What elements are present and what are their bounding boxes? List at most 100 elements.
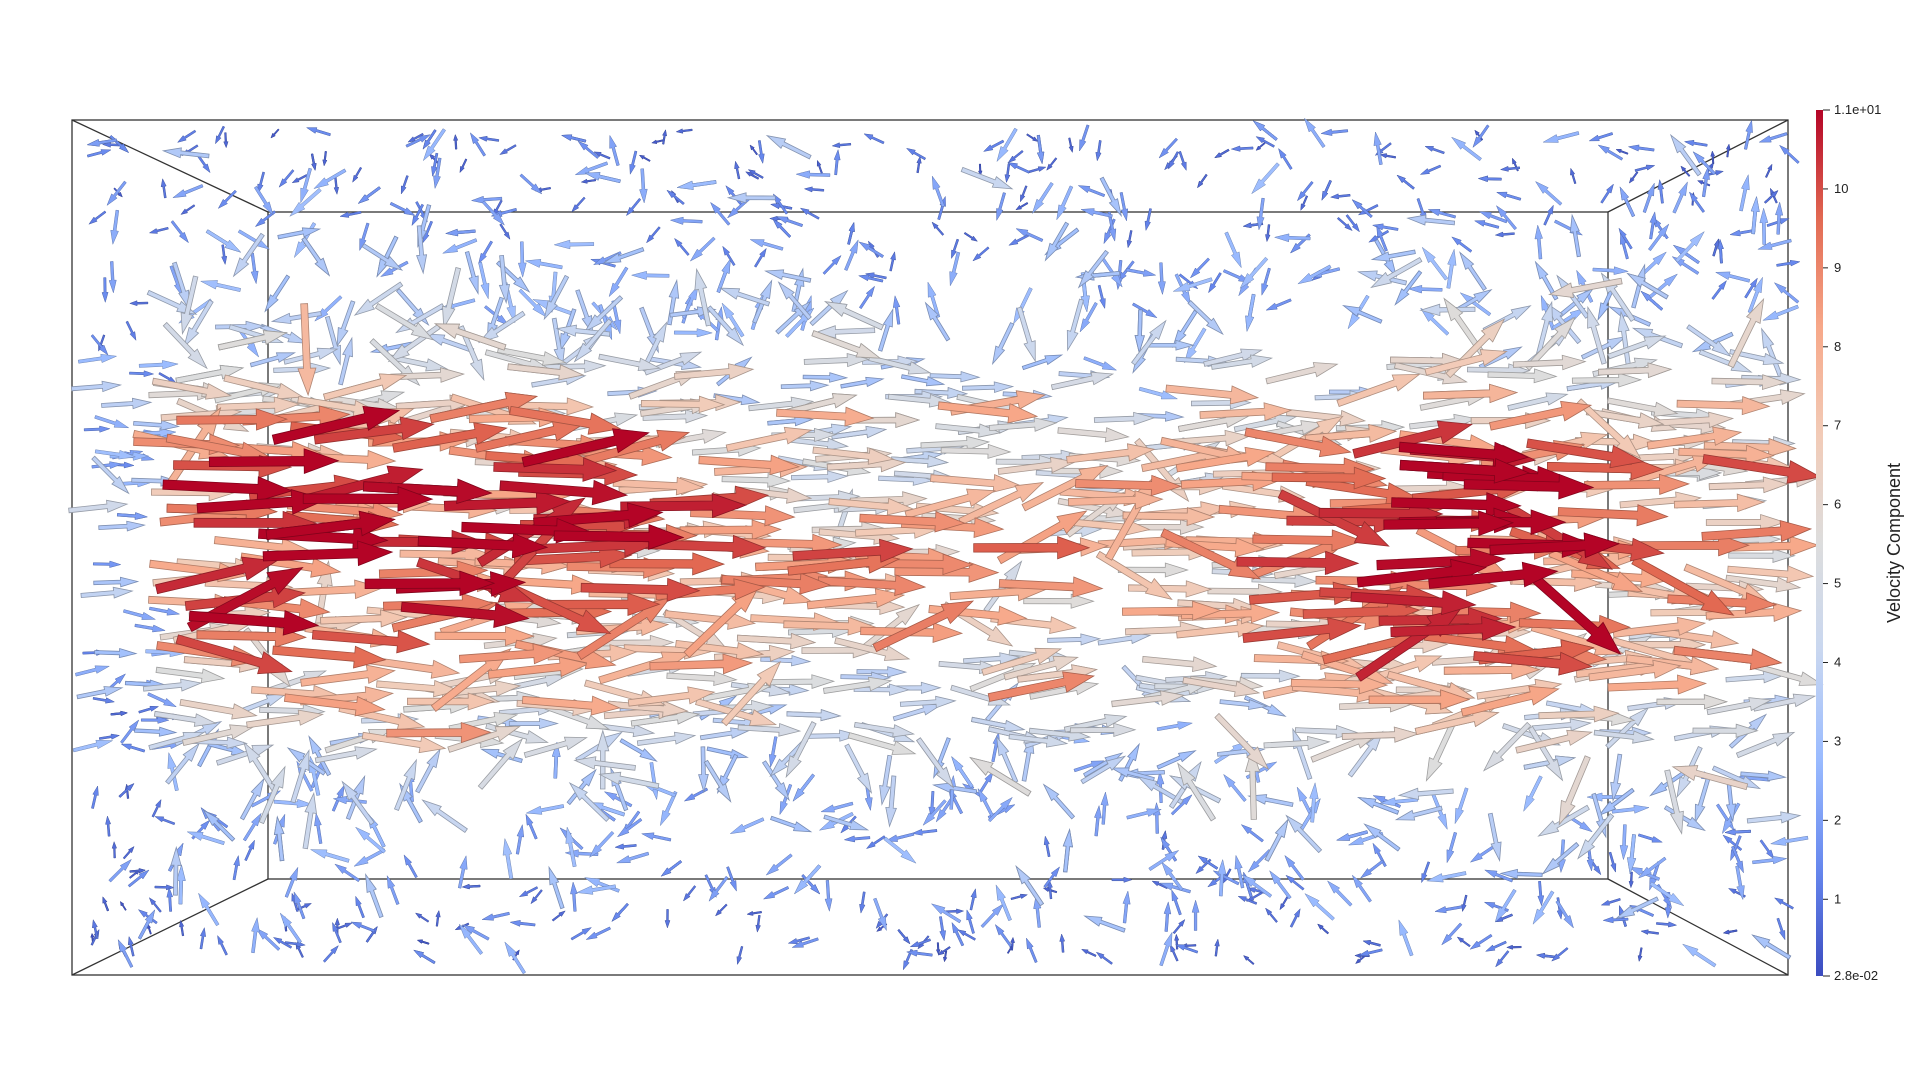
velocity-arrow-glyph bbox=[1671, 765, 1749, 791]
velocity-arrow-glyph bbox=[729, 817, 765, 835]
velocity-arrow-glyph bbox=[1727, 565, 1815, 584]
velocity-arrow-glyph bbox=[1159, 931, 1173, 967]
velocity-arrow-glyph bbox=[334, 917, 340, 935]
velocity-arrow-glyph bbox=[1588, 659, 1682, 682]
velocity-arrow-glyph bbox=[262, 540, 394, 567]
velocity-arrow-glyph bbox=[1390, 615, 1517, 641]
velocity-arrow-glyph bbox=[1543, 204, 1554, 226]
velocity-arrow-glyph bbox=[1031, 181, 1054, 215]
velocity-arrow-glyph bbox=[779, 783, 793, 816]
velocity-arrow-glyph bbox=[863, 133, 885, 145]
velocity-arrow-glyph bbox=[584, 295, 624, 333]
velocity-arrow-glyph bbox=[1160, 528, 1262, 580]
velocity-arrow-glyph bbox=[334, 863, 361, 883]
velocity-arrow-glyph bbox=[951, 238, 960, 260]
velocity-arrow-glyph bbox=[747, 169, 764, 179]
velocity-arrow-glyph bbox=[333, 177, 340, 196]
velocity-arrow-glyph bbox=[981, 647, 1063, 676]
velocity-arrow-glyph bbox=[864, 272, 887, 280]
velocity-arrow-glyph bbox=[1131, 319, 1167, 366]
velocity-arrow-glyph bbox=[1729, 228, 1756, 237]
velocity-arrow-glyph bbox=[1285, 814, 1323, 854]
velocity-arrow-glyph bbox=[1021, 464, 1109, 512]
velocity-arrow-glyph bbox=[1443, 297, 1487, 358]
velocity-arrow-glyph bbox=[1757, 238, 1792, 250]
velocity-arrow-glyph bbox=[960, 166, 1014, 190]
velocity-arrow-glyph bbox=[1094, 804, 1102, 837]
velocity-arrow-glyph bbox=[1414, 709, 1500, 736]
velocity-arrow-glyph bbox=[221, 244, 228, 266]
velocity-arrow-glyph bbox=[76, 686, 124, 700]
velocity-arrow-glyph bbox=[101, 397, 153, 410]
velocity-arrow-glyph bbox=[429, 391, 538, 424]
velocity-arrow-glyph bbox=[386, 721, 492, 744]
velocity-arrow-glyph bbox=[1459, 251, 1487, 291]
velocity-arrow-glyph bbox=[1398, 919, 1414, 957]
velocity-arrow-glyph bbox=[1534, 224, 1543, 260]
velocity-arrow-glyph bbox=[1095, 951, 1113, 965]
velocity-arrow-glyph bbox=[1425, 871, 1467, 883]
velocity-arrow-glyph bbox=[1168, 151, 1180, 170]
velocity-arrow-glyph bbox=[75, 665, 111, 677]
velocity-arrow-glyph bbox=[1672, 181, 1688, 214]
velocity-arrow-glyph bbox=[573, 756, 636, 771]
velocity-arrow-glyph bbox=[929, 370, 981, 383]
velocity-arrow-glyph bbox=[996, 192, 1007, 222]
velocity-arrow-glyph bbox=[1472, 124, 1490, 149]
velocity-arrow-glyph bbox=[1079, 301, 1098, 333]
velocity-arrow-glyph bbox=[127, 869, 150, 888]
velocity-arrow-glyph bbox=[942, 950, 948, 963]
velocity-arrow-glyph bbox=[777, 281, 812, 321]
velocity-arrow-glyph bbox=[1469, 933, 1493, 950]
velocity-arrow-glyph bbox=[1147, 339, 1195, 351]
velocity-arrow-glyph bbox=[577, 140, 600, 159]
velocity-arrow-glyph bbox=[1241, 874, 1273, 898]
velocity-arrow-glyph bbox=[1598, 787, 1635, 817]
velocity-arrow-glyph bbox=[1495, 205, 1518, 231]
velocity-arrow-glyph bbox=[853, 721, 916, 738]
velocity-arrow-glyph bbox=[994, 923, 1013, 948]
velocity-arrow-glyph bbox=[971, 716, 1026, 732]
velocity-arrow-glyph bbox=[416, 225, 428, 275]
velocity-arrow-glyph bbox=[639, 168, 648, 204]
velocity-arrow-glyph bbox=[920, 435, 991, 451]
velocity-arrow-glyph bbox=[239, 777, 265, 821]
velocity-arrow-glyph bbox=[1111, 876, 1133, 883]
velocity-arrow-glyph bbox=[575, 884, 617, 895]
velocity-arrow-glyph bbox=[1036, 134, 1045, 165]
velocity-arrow-glyph bbox=[1538, 705, 1620, 723]
velocity-arrow-glyph bbox=[932, 782, 978, 794]
velocity-arrow-glyph bbox=[517, 241, 527, 279]
velocity-arrow-glyph bbox=[806, 588, 906, 610]
velocity-arrow-glyph bbox=[1016, 306, 1036, 363]
velocity-arrow-glyph bbox=[978, 163, 983, 177]
velocity-arrow-glyph bbox=[1214, 712, 1270, 770]
velocity-arrow-glyph bbox=[122, 609, 157, 620]
velocity-arrow-glyph bbox=[629, 150, 638, 176]
velocity-arrow-glyph bbox=[199, 926, 206, 950]
velocity-arrow-glyph bbox=[1631, 263, 1646, 309]
velocity-arrow-glyph bbox=[1495, 950, 1510, 968]
velocity-arrow-glyph bbox=[1224, 231, 1242, 269]
velocity-arrow-glyph bbox=[283, 693, 386, 717]
velocity-arrow-glyph bbox=[362, 478, 493, 505]
velocity-arrow-glyph bbox=[1507, 392, 1569, 411]
velocity-arrow-glyph bbox=[645, 226, 661, 244]
velocity-arrow-glyph bbox=[94, 647, 138, 659]
velocity-arrow-glyph bbox=[1724, 828, 1751, 836]
velocity-arrow-glyph bbox=[824, 880, 833, 913]
velocity-arrow-glyph bbox=[1010, 936, 1015, 951]
velocity-arrow-glyph bbox=[273, 798, 314, 809]
velocity-arrow-glyph bbox=[1611, 804, 1650, 814]
velocity-arrow-glyph bbox=[884, 832, 915, 842]
velocity-arrow-glyph bbox=[431, 152, 439, 178]
velocity-arrow-glyph bbox=[355, 895, 365, 919]
velocity-arrow-glyph bbox=[765, 135, 812, 160]
velocity-arrow-glyph bbox=[253, 185, 274, 216]
velocity-arrow-glyph bbox=[162, 476, 294, 502]
velocity-arrow-glyph bbox=[216, 396, 301, 414]
velocity-arrow-glyph bbox=[1079, 124, 1090, 152]
velocity-arrow-glyph bbox=[1446, 248, 1457, 289]
